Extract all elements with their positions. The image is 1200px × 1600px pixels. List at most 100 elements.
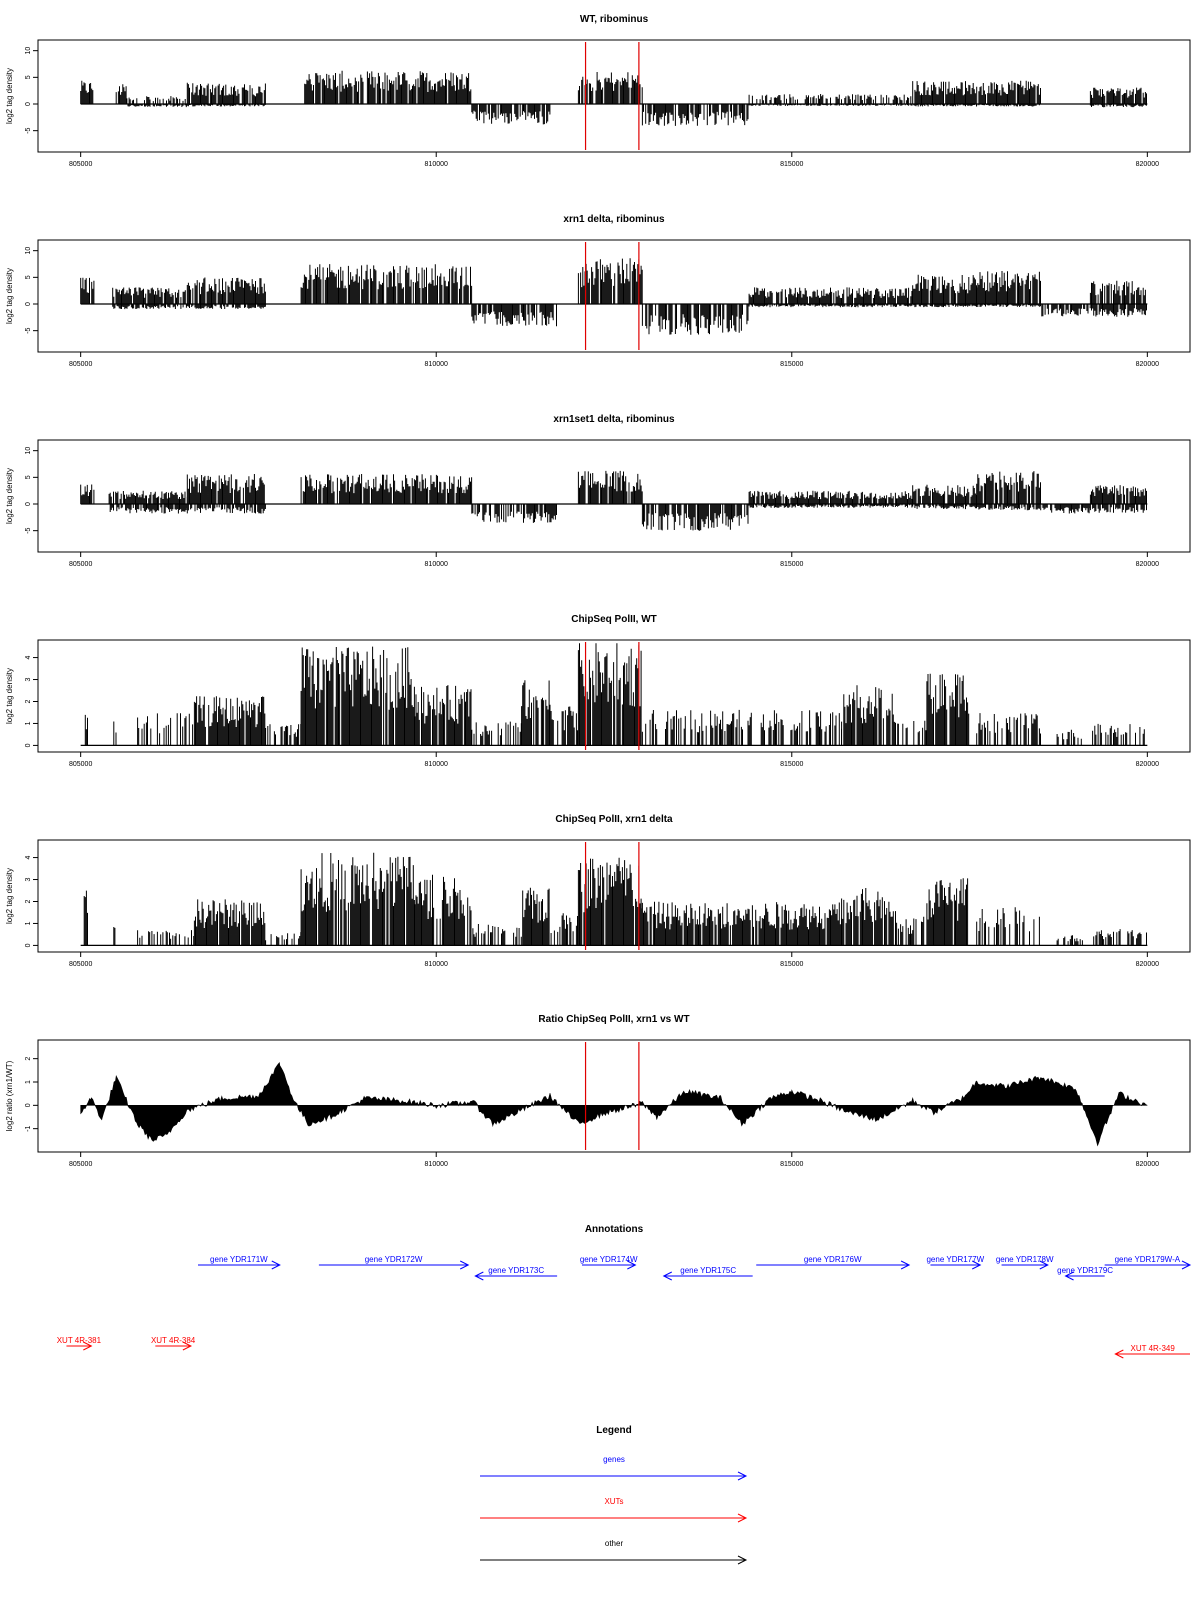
xut-label: XUT 4R-381 (57, 1336, 102, 1345)
legend-arrowhead (737, 1471, 748, 1481)
y-tick-label: 10 (25, 47, 32, 55)
x-tick-label: 815000 (780, 961, 803, 968)
annotations-title: Annotations (585, 1224, 644, 1235)
y-tick-label: 2 (25, 899, 32, 903)
plot-frame (37, 839, 1191, 953)
x-tick-label: 810000 (425, 161, 448, 168)
y-tick-label: 0 (25, 743, 32, 747)
x-tick-label: 805000 (69, 961, 92, 968)
legend-item-genes: genes (480, 1455, 748, 1481)
gene-arrowhead (971, 1260, 982, 1270)
y-tick-label: 10 (25, 447, 32, 455)
panel-title: xrn1set1 delta, ribominus (553, 414, 675, 425)
y-tick-label: 2 (25, 1057, 32, 1061)
x-tick-label: 820000 (1136, 361, 1159, 368)
plot-frame (37, 1039, 1191, 1153)
panel-1: WT, ribominus log2 tag density -5 0 5 10 80500… (5, 14, 1191, 168)
y-tick-label: 0 (25, 302, 32, 306)
y-tick-label: 3 (25, 877, 32, 881)
legend-item-other: other (480, 1539, 748, 1565)
positive-density-bars (80, 470, 1147, 504)
y-tick-label: -5 (25, 327, 32, 333)
panel-title: ChipSeq PolII, WT (571, 614, 657, 625)
legend-label: other (605, 1539, 624, 1548)
xut-feature: XUT 4R-381 (57, 1336, 102, 1351)
x-tick-label: 815000 (780, 561, 803, 568)
positive-density-bars (84, 643, 1145, 746)
x-tick-label: 815000 (780, 1161, 803, 1168)
gene-feature: gene YDR172W (318, 1255, 470, 1270)
gene-arrowhead (662, 1271, 673, 1281)
y-tick-label: 4 (25, 656, 32, 660)
gene-feature: gene YDR178W (996, 1255, 1054, 1270)
panel-5: ChipSeq PolII, xrn1 delta log2 tag densit… (5, 814, 1191, 968)
plot-frame (37, 239, 1191, 353)
gene-feature: gene YDR179W-A (1104, 1255, 1192, 1270)
gene-feature: gene YDR176W (756, 1255, 911, 1270)
y-tick-label: 1 (25, 921, 32, 925)
gene-arrowhead (271, 1260, 281, 1270)
x-tick-label: 820000 (1136, 161, 1159, 168)
ratio-area (80, 1062, 1148, 1147)
y-tick-label: 3 (25, 677, 32, 681)
gene-arrowhead (1039, 1260, 1049, 1270)
legend-item-XUTs: XUTs (480, 1497, 748, 1523)
xut-label: XUT 4R-384 (151, 1336, 196, 1345)
gene-label: gene YDR175C (680, 1266, 736, 1275)
gene-label: gene YDR171W (210, 1255, 268, 1264)
y-tick-label: -5 (25, 527, 32, 533)
legend-panel: Legend genes XUTs other (480, 1425, 748, 1565)
panel-title: Ratio ChipSeq PolII, xrn1 vs WT (538, 1014, 689, 1025)
gene-feature: gene YDR171W (198, 1255, 281, 1270)
x-tick-label: 805000 (69, 761, 92, 768)
y-axis-label: log2 tag density (5, 468, 14, 524)
y-axis-label: log2 tag density (5, 868, 14, 924)
x-tick-label: 810000 (425, 961, 448, 968)
panel-4: ChipSeq PolII, WT log2 tag density 0 1 2 3 4 80… (5, 614, 1191, 768)
y-axis-label: log2 ratio (xrn1/WT) (5, 1060, 14, 1131)
positive-density-bars (83, 852, 1147, 946)
negative-density-bars (112, 304, 1147, 335)
x-tick-label: 805000 (69, 561, 92, 568)
panel-title: ChipSeq PolII, xrn1 delta (555, 814, 673, 825)
plot-frame (37, 639, 1191, 753)
xut-arrowhead (1114, 1349, 1124, 1359)
panel-title: WT, ribominus (580, 14, 649, 25)
y-tick-label: -5 (25, 127, 32, 133)
x-tick-label: 805000 (69, 1161, 92, 1168)
gene-arrowhead (1064, 1271, 1074, 1281)
y-tick-label: 0 (25, 1103, 32, 1107)
y-tick-label: 1 (25, 721, 32, 725)
y-tick-label: -1 (25, 1125, 32, 1131)
negative-density-bars (127, 104, 1147, 126)
legend-arrowhead (737, 1513, 748, 1523)
annotations-panel: Annotations gene YDR171W gene YDR172W gene … (57, 1224, 1192, 1359)
panel-6: Ratio ChipSeq PolII, xrn1 vs WT log2 rati… (5, 1014, 1191, 1168)
y-tick-label: 0 (25, 943, 32, 947)
gene-feature: gene YDR177W (926, 1255, 985, 1270)
gene-label: gene YDR173C (488, 1266, 544, 1275)
x-tick-label: 815000 (780, 361, 803, 368)
legend-label: XUTs (604, 1497, 623, 1506)
x-tick-label: 810000 (425, 761, 448, 768)
gene-feature: gene YDR175C (662, 1266, 753, 1281)
xut-feature: XUT 4R-349 (1114, 1344, 1190, 1359)
gene-arrowhead (627, 1260, 637, 1270)
plot-frame (37, 39, 1191, 153)
xut-arrowhead (83, 1341, 93, 1351)
x-tick-label: 815000 (780, 761, 803, 768)
plot-frame (37, 439, 1191, 553)
xut-arrowhead (182, 1341, 193, 1351)
x-tick-label: 805000 (69, 161, 92, 168)
gene-label: gene YDR177W (926, 1255, 984, 1264)
gene-arrowhead (474, 1271, 484, 1281)
x-tick-label: 810000 (425, 561, 448, 568)
gene-label: gene YDR179W-A (1115, 1255, 1181, 1264)
y-tick-label: 1 (25, 1080, 32, 1084)
y-tick-label: 2 (25, 699, 32, 703)
y-tick-label: 0 (25, 102, 32, 106)
y-tick-label: 5 (25, 475, 32, 479)
y-tick-label: 4 (25, 856, 32, 860)
gene-label: gene YDR174W (580, 1255, 638, 1264)
